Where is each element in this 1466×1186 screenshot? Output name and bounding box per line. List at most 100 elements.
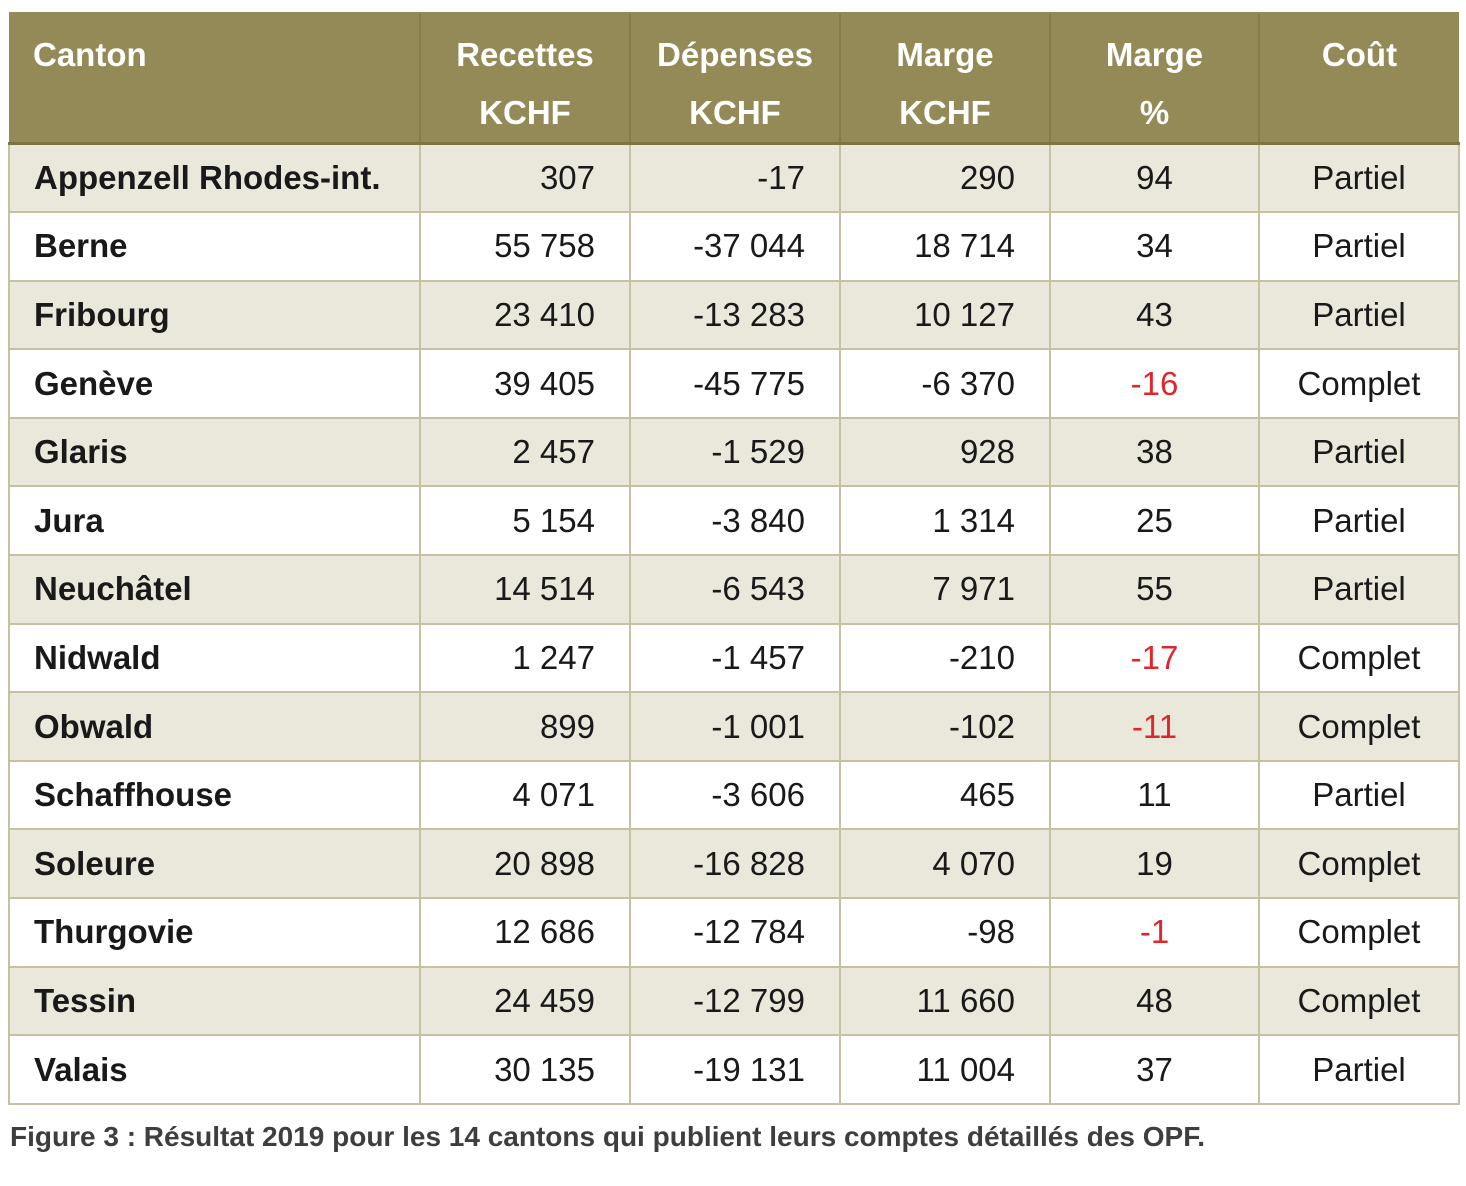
recettes-cell: 23 410 (419, 279, 631, 351)
recettes-cell: 24 459 (419, 965, 631, 1037)
marge-kchf-cell: 1 314 (839, 485, 1051, 557)
marge-pct-cell: 43 (1049, 279, 1260, 351)
marge-pct-cell: 55 (1049, 554, 1260, 625)
column-header-marge-kchf: Marge KCHF (839, 12, 1050, 145)
header-line: Dépenses (657, 36, 813, 73)
depenses-cell: -12 784 (629, 897, 841, 968)
cout-cell: Partiel (1258, 211, 1460, 282)
depenses-cell: -17 (629, 142, 841, 214)
header-line: Recettes (456, 36, 594, 73)
column-header-recettes: Recettes KCHF (419, 12, 630, 145)
marge-pct-cell: 11 (1049, 759, 1260, 831)
cout-cell: Complet (1258, 348, 1460, 419)
cout-cell: Partiel (1258, 279, 1460, 351)
table-body: Appenzell Rhodes-int. 307 -17 290 94 Partiel B… (8, 142, 1460, 1105)
depenses-cell: -6 543 (629, 554, 841, 625)
marge-kchf-cell: 928 (839, 416, 1051, 488)
recettes-cell: 307 (419, 142, 631, 214)
table-row: Berne 55 758 -37 044 18 714 34 Partiel (8, 211, 1460, 282)
recettes-cell: 1 247 (419, 622, 631, 694)
marge-pct-cell: 34 (1049, 211, 1260, 282)
depenses-cell: -16 828 (629, 828, 841, 900)
column-header-marge-pct: Marge % (1049, 12, 1259, 145)
marge-pct-cell: 38 (1049, 416, 1260, 488)
marge-kchf-cell: 18 714 (839, 211, 1051, 282)
cantons-results-table: Canton Recettes KCHF Dépenses KCHF Marge… (8, 12, 1460, 1105)
header-row: Canton Recettes KCHF Dépenses KCHF Marge… (9, 12, 1459, 145)
marge-kchf-cell: -102 (839, 691, 1051, 762)
depenses-cell: -45 775 (629, 348, 841, 419)
marge-pct-cell: -16 (1049, 348, 1260, 419)
canton-name-cell: Schaffhouse (8, 759, 421, 831)
depenses-cell: -1 529 (629, 416, 841, 488)
table-row: Soleure 20 898 -16 828 4 070 19 Complet (8, 828, 1460, 900)
canton-name-cell: Valais (8, 1034, 421, 1105)
marge-kchf-cell: -98 (839, 897, 1051, 968)
marge-pct-cell: -11 (1049, 691, 1260, 762)
table-row: Thurgovie 12 686 -12 784 -98 -1 Complet (8, 897, 1460, 968)
canton-name-cell: Appenzell Rhodes-int. (8, 142, 421, 214)
header-line (33, 84, 419, 142)
table-row: Genève 39 405 -45 775 -6 370 -16 Complet (8, 348, 1460, 419)
cout-cell: Complet (1258, 897, 1460, 968)
recettes-cell: 12 686 (419, 897, 631, 968)
table-row: Fribourg 23 410 -13 283 10 127 43 Partiel (8, 279, 1460, 351)
recettes-cell: 5 154 (419, 485, 631, 557)
recettes-cell: 4 071 (419, 759, 631, 831)
canton-name-cell: Genève (8, 348, 421, 419)
cout-cell: Partiel (1258, 554, 1460, 625)
canton-name-cell: Berne (8, 211, 421, 282)
recettes-cell: 55 758 (419, 211, 631, 282)
marge-kchf-cell: 465 (839, 759, 1051, 831)
table-row: Valais 30 135 -19 131 11 004 37 Partiel (8, 1034, 1460, 1105)
canton-name-cell: Glaris (8, 416, 421, 488)
canton-name-cell: Fribourg (8, 279, 421, 351)
marge-pct-cell: -17 (1049, 622, 1260, 694)
table-row: Jura 5 154 -3 840 1 314 25 Partiel (8, 485, 1460, 557)
figure-caption: Figure 3 : Résultat 2019 pour les 14 can… (10, 1120, 1205, 1152)
canton-name-cell: Thurgovie (8, 897, 421, 968)
negative-margin-value: -16 (1130, 364, 1179, 402)
marge-kchf-cell: -210 (839, 622, 1051, 694)
header-line: KCHF (899, 94, 991, 131)
marge-pct-cell: 94 (1049, 142, 1260, 214)
recettes-cell: 30 135 (419, 1034, 631, 1105)
marge-pct-cell: 37 (1049, 1034, 1260, 1105)
canton-name-cell: Jura (8, 485, 421, 557)
marge-kchf-cell: -6 370 (839, 348, 1051, 419)
marge-kchf-cell: 290 (839, 142, 1051, 214)
header-line: Marge (1105, 36, 1204, 73)
table-header: Canton Recettes KCHF Dépenses KCHF Marge… (9, 12, 1459, 145)
cout-cell: Complet (1258, 622, 1460, 694)
table-row: Appenzell Rhodes-int. 307 -17 290 94 Partiel (8, 142, 1460, 214)
depenses-cell: -1 457 (629, 622, 841, 694)
cout-cell: Complet (1258, 691, 1460, 762)
cout-cell: Partiel (1258, 416, 1460, 488)
marge-pct-cell: 48 (1049, 965, 1260, 1037)
recettes-cell: 20 898 (419, 828, 631, 900)
cout-cell: Partiel (1258, 759, 1460, 831)
recettes-cell: 39 405 (419, 348, 631, 419)
depenses-cell: -19 131 (629, 1034, 841, 1105)
depenses-cell: -3 606 (629, 759, 841, 831)
table-row: Tessin 24 459 -12 799 11 660 48 Complet (8, 965, 1460, 1037)
marge-kchf-cell: 11 004 (839, 1034, 1051, 1105)
canton-name-cell: Tessin (8, 965, 421, 1037)
figure-page: Canton Recettes KCHF Dépenses KCHF Marge… (8, 12, 1460, 1153)
marge-pct-cell: 19 (1049, 828, 1260, 900)
depenses-cell: -3 840 (629, 485, 841, 557)
cout-cell: Partiel (1258, 1034, 1460, 1105)
marge-kchf-cell: 4 070 (839, 828, 1051, 900)
header-line: Marge (896, 36, 994, 73)
header-line: % (1139, 94, 1170, 131)
negative-margin-value: -11 (1131, 707, 1178, 745)
negative-margin-value: -17 (1130, 638, 1179, 676)
depenses-cell: -1 001 (629, 691, 841, 762)
column-header-cout: Coût (1258, 12, 1459, 145)
table-row: Neuchâtel 14 514 -6 543 7 971 55 Partiel (8, 554, 1460, 625)
negative-margin-value: -1 (1139, 913, 1170, 951)
depenses-cell: -13 283 (629, 279, 841, 351)
marge-kchf-cell: 7 971 (839, 554, 1051, 625)
marge-pct-cell: 25 (1049, 485, 1260, 557)
header-line (1260, 84, 1459, 142)
